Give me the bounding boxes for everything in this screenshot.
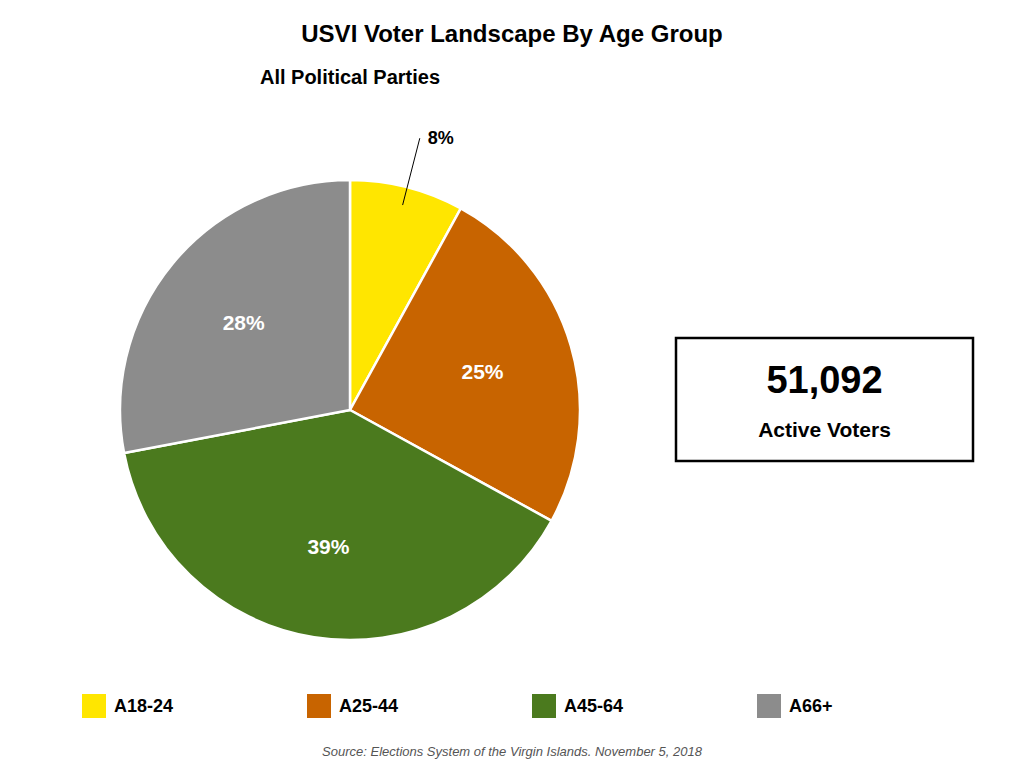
legend-swatch	[757, 694, 781, 718]
data-label: 39%	[307, 535, 349, 558]
data-labels: 8% 25% 39% 28%	[223, 128, 504, 558]
legend-label: A25-44	[339, 696, 398, 716]
annotation: 51,092	[766, 359, 882, 401]
legend-swatch	[307, 694, 331, 718]
title: USVI Voter Landscape By Age Group	[301, 20, 722, 47]
pie	[120, 180, 580, 640]
pie-slice	[124, 410, 551, 640]
legend-swatch	[82, 694, 106, 718]
legend-item: A66+	[757, 694, 833, 718]
legend-swatch	[532, 694, 556, 718]
data-label: 25%	[462, 360, 504, 383]
legend-label: A66+	[789, 696, 833, 716]
chart: USVI Voter Landscape By Age Group All Pol…	[0, 0, 1024, 768]
legend-item: A18-24	[82, 694, 173, 718]
legend-label: A18-24	[114, 696, 173, 716]
legend-item: A25-44	[307, 694, 398, 718]
data-label: 8%	[428, 128, 454, 148]
leader-line	[403, 138, 420, 205]
data-label: 28%	[223, 311, 265, 334]
legend: A18-24 A25-44 A45-64 A66+	[82, 694, 833, 718]
source-note: Source: Elections System of the Virgin I…	[322, 744, 703, 759]
pie-slice	[120, 180, 350, 453]
subtitle: All Political Parties	[260, 66, 440, 88]
annotation: Active Voters	[758, 418, 891, 441]
legend-item: A45-64	[532, 694, 623, 718]
annotation-box: 51,092 Active Voters	[676, 338, 973, 461]
annotation-frame	[676, 338, 973, 461]
legend-label: A45-64	[564, 696, 623, 716]
